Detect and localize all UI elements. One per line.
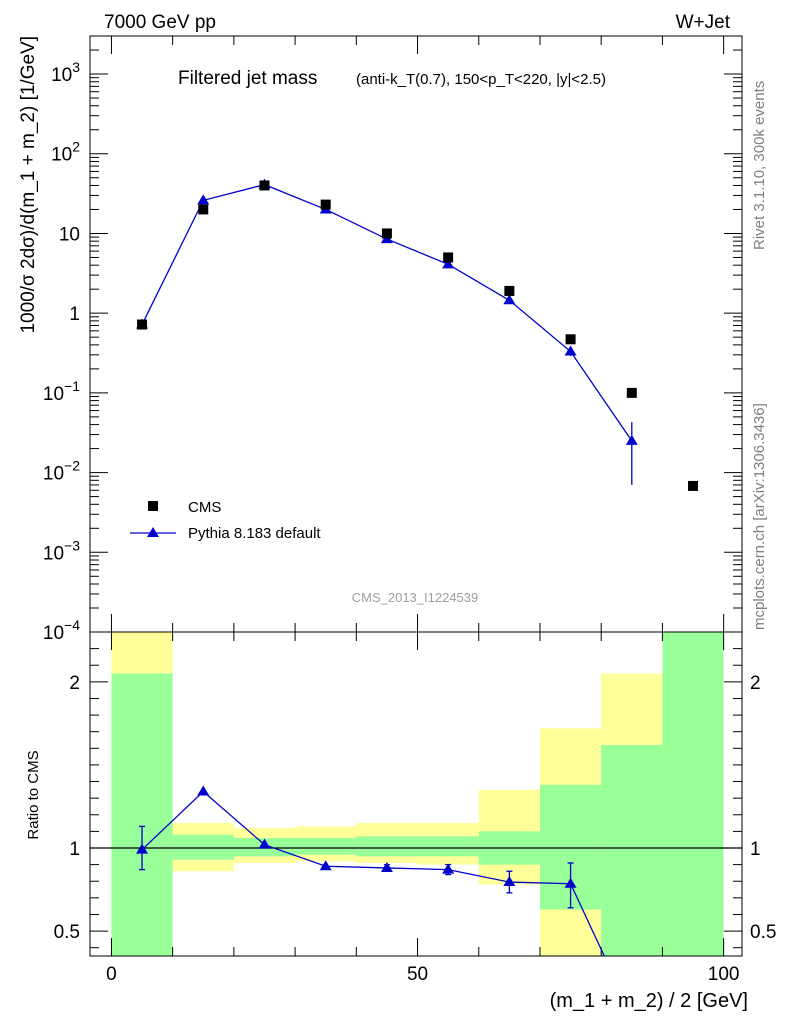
ratio-band-green	[417, 836, 479, 857]
pythia-line	[141, 183, 633, 442]
cms-point	[565, 334, 576, 345]
ratio-panel: 0.5 0.5 1 1 2 2 0 50 100	[54, 631, 776, 985]
cms-point	[443, 252, 454, 263]
main-y-label: 1000/σ 2dσ)/d(m_1 + m_2) [1/GeV]	[18, 36, 39, 334]
chart-subtitle: (anti-k_T(0.7), 150<p_T<220, |y|<2.5)	[356, 71, 606, 88]
ratio-y-tick-label-left: 1	[69, 839, 80, 860]
cms-point	[504, 285, 515, 296]
y-tick-label: 10−4	[43, 617, 80, 644]
pythia-point	[564, 345, 577, 356]
ratio-band-green	[172, 834, 234, 860]
cms-point	[381, 228, 392, 239]
y-tick-label: 10	[59, 224, 80, 245]
main-panel: 10−4 10−3 10−2 10−1 1 10 102 103	[43, 35, 743, 644]
ratio-y-tick-label-right: 1	[750, 839, 761, 860]
legend-cms-marker	[148, 501, 158, 511]
ratio-y-label: Ratio to CMS	[25, 750, 42, 839]
process-label: W+Jet	[676, 12, 731, 33]
pythia-point	[503, 294, 516, 305]
ratio-pythia-point	[442, 863, 455, 874]
ratio-band-green	[295, 838, 357, 855]
ratio-pythia-point	[258, 838, 271, 849]
main-frame	[89, 35, 743, 633]
ratio-pythia-point	[197, 785, 210, 796]
ratio-pythia-point	[319, 860, 332, 871]
ratio-band-green	[356, 836, 418, 857]
ratio-y-tick-label-right: 2	[750, 673, 761, 694]
ratio-pythia-point	[136, 843, 149, 854]
rivet-label: Rivet 3.1.10, 300k events	[751, 81, 768, 250]
source-label: mcplots.cern.ch [arXiv:1306.3436]	[751, 403, 768, 630]
ratio-pythia-point	[503, 876, 516, 887]
y-tick-label: 102	[51, 139, 80, 166]
cms-point	[259, 180, 270, 191]
cms-point	[198, 204, 209, 215]
analysis-label: CMS_2013_I1224539	[352, 590, 479, 605]
chart-title: Filtered jet mass	[178, 68, 317, 89]
y-tick-label: 103	[51, 59, 80, 86]
ratio-pythia-point	[564, 877, 577, 888]
ratio-band-green	[111, 673, 173, 956]
legend-cms-label: CMS	[188, 499, 221, 516]
ratio-y-tick-label-left: 0.5	[54, 922, 80, 943]
pythia-point	[197, 194, 210, 205]
ratio-frame	[89, 631, 743, 957]
x-tick-label: 100	[708, 964, 740, 985]
ratio-y-tick-label-right: 0.5	[750, 922, 776, 943]
pythia-point	[442, 258, 455, 269]
ratio-pythia-point	[380, 861, 393, 872]
ratio-band-green	[601, 744, 663, 956]
x-tick-label: 0	[106, 964, 117, 985]
x-axis-label: (m_1 + m_2) / 2 [GeV]	[550, 990, 748, 1012]
cms-point	[137, 319, 148, 330]
y-tick-label: 10−2	[43, 458, 80, 485]
energy-label: 7000 GeV pp	[104, 12, 216, 33]
legend-pythia-label: Pythia 8.183 default	[188, 525, 321, 542]
legend-pythia-marker	[147, 527, 159, 537]
x-tick-label: 50	[407, 964, 428, 985]
pythia-point	[625, 434, 638, 445]
ratio-y-tick-label-left: 2	[69, 673, 80, 694]
cms-point	[688, 480, 699, 491]
ratio-band-green	[662, 632, 724, 956]
cms-point	[320, 199, 331, 210]
y-tick-label: 10−1	[43, 378, 80, 405]
cms-point	[626, 387, 637, 398]
y-tick-label: 10−3	[43, 537, 80, 564]
y-tick-label: 1	[69, 304, 80, 325]
